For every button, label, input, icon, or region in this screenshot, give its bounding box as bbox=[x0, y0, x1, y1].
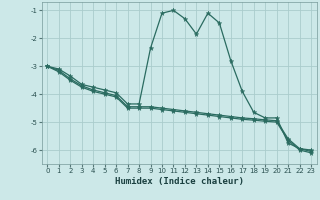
X-axis label: Humidex (Indice chaleur): Humidex (Indice chaleur) bbox=[115, 177, 244, 186]
